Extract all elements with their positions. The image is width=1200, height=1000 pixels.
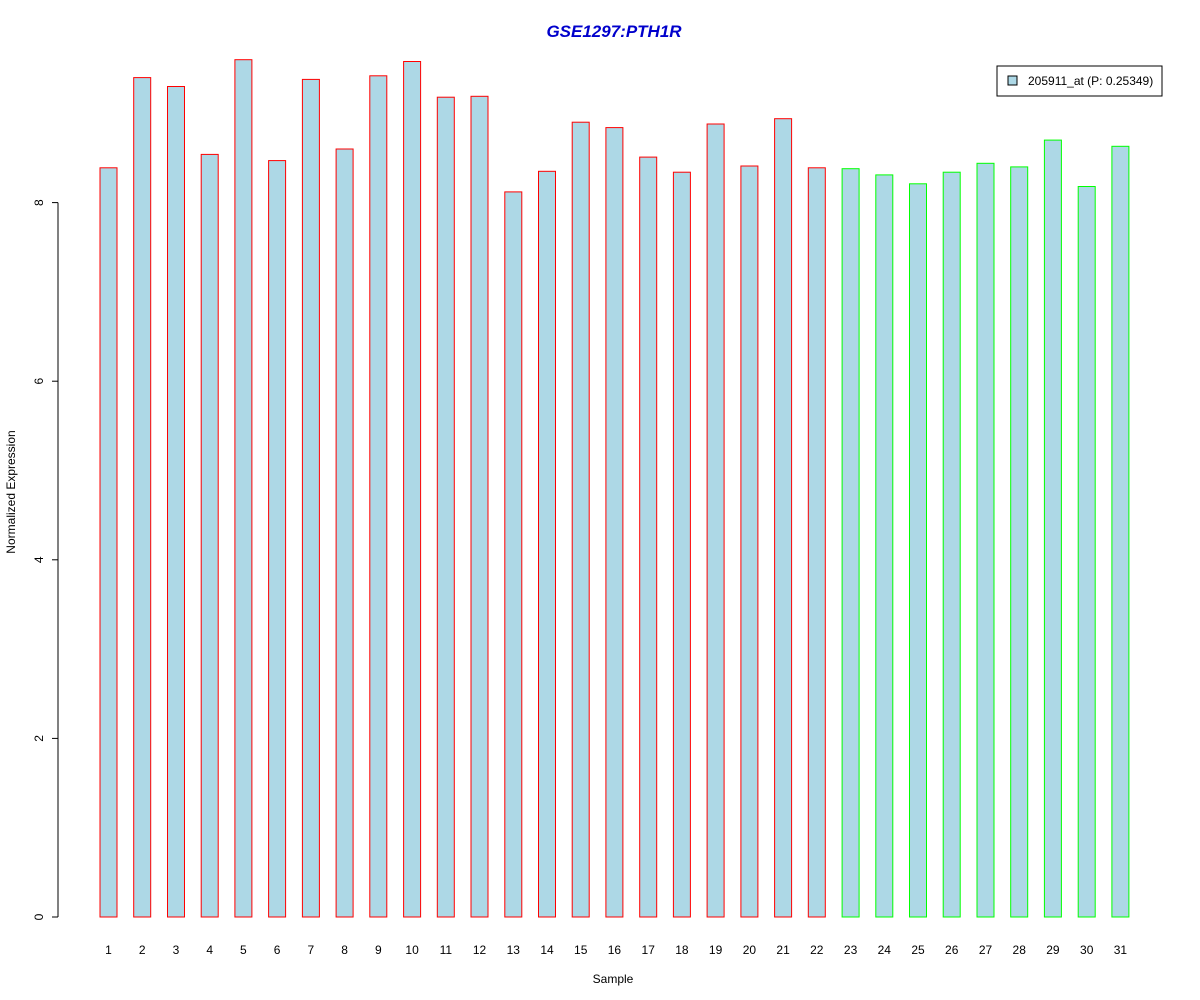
bar-sample-24 — [875, 174, 894, 918]
bar-sample-31 — [1111, 145, 1130, 918]
x-tick-label: 12 — [473, 943, 487, 957]
x-tick-label: 26 — [945, 943, 959, 957]
bar-sample-8 — [335, 148, 354, 918]
chart-title: GSE1297:PTH1R — [546, 22, 682, 41]
bar-sample-27 — [976, 162, 995, 918]
x-tick-label: 23 — [844, 943, 858, 957]
legend-box — [996, 65, 1163, 97]
y-tick-label: 8 — [32, 199, 46, 206]
x-tick-label: 9 — [375, 943, 382, 957]
bar-sample-4 — [200, 153, 219, 918]
x-tick-label: 11 — [440, 943, 453, 957]
x-tick-label: 14 — [540, 943, 554, 957]
x-tick-label: 10 — [405, 943, 419, 957]
bar-sample-16 — [605, 127, 624, 918]
x-tick-label: 1 — [105, 943, 112, 957]
x-tick-label: 17 — [642, 943, 656, 957]
x-tick-label: 31 — [1114, 943, 1128, 957]
x-axis-title: Sample — [593, 972, 634, 986]
bar-sample-5 — [234, 59, 253, 918]
bar-sample-26 — [942, 171, 961, 918]
bar-sample-21 — [774, 118, 793, 918]
bar-sample-23 — [841, 168, 860, 918]
x-tick-label: 29 — [1046, 943, 1060, 957]
x-tick-label: 22 — [810, 943, 824, 957]
x-tick-label: 6 — [274, 943, 281, 957]
bar-sample-14 — [538, 170, 556, 918]
x-tick-label: 24 — [878, 943, 892, 957]
bar-sample-11 — [436, 96, 455, 918]
y-axis: 0 2 4 6 8 — [32, 199, 59, 920]
bar-sample-15 — [571, 121, 590, 918]
x-tick-label: 27 — [979, 943, 993, 957]
bar-sample-30 — [1077, 186, 1096, 918]
bar-sample-2 — [133, 77, 152, 918]
y-tick-label: 0 — [32, 913, 46, 920]
bar-sample-10 — [403, 61, 422, 918]
bar-sample-6 — [268, 160, 287, 918]
y-tick-label: 6 — [32, 378, 46, 385]
x-tick-label: 13 — [507, 943, 521, 957]
bar-sample-29 — [1043, 139, 1062, 918]
x-tick-label: 16 — [608, 943, 622, 957]
x-tick-label: 19 — [709, 943, 723, 957]
bar-sample-22 — [807, 167, 826, 918]
y-tick-label: 2 — [32, 735, 46, 742]
legend: 205911_at (P: 0.25349) — [996, 65, 1163, 97]
bar-sample-7 — [301, 78, 320, 918]
bar-sample-25 — [909, 183, 927, 918]
legend-entry-label: 205911_at (P: 0.25349) — [1028, 74, 1153, 88]
x-tick-label: 28 — [1013, 943, 1027, 957]
x-tick-label: 3 — [173, 943, 180, 957]
x-tick-label: 15 — [574, 943, 588, 957]
x-tick-label: 2 — [139, 943, 146, 957]
y-axis-title: Normalized Expression — [4, 430, 18, 553]
x-tick-label: 5 — [240, 943, 247, 957]
bar-sample-9 — [369, 75, 388, 918]
legend-swatch — [1007, 75, 1018, 86]
x-tick-labels: 1 2 3 4 5 6 7 8 9 10 11 12 13 14 15 16 17 18 19 20 21 22 23 24 2… — [105, 943, 1127, 957]
x-tick-label: 21 — [776, 943, 790, 957]
x-tick-label: 4 — [206, 943, 213, 957]
bar-sample-13 — [504, 191, 523, 918]
x-tick-label: 25 — [911, 943, 925, 957]
x-tick-label: 8 — [341, 943, 348, 957]
y-tick-label: 4 — [32, 556, 46, 563]
x-tick-label: 30 — [1080, 943, 1094, 957]
bar-sample-17 — [639, 156, 658, 918]
bar-sample-12 — [470, 95, 489, 918]
x-tick-label: 20 — [743, 943, 757, 957]
x-tick-label: 18 — [675, 943, 689, 957]
bar-sample-3 — [167, 86, 185, 918]
bar-sample-18 — [672, 171, 691, 918]
bar-sample-1 — [99, 167, 118, 918]
bar-sample-20 — [740, 165, 759, 918]
x-tick-label: 7 — [308, 943, 315, 957]
bar-sample-28 — [1010, 166, 1029, 918]
bar-sample-19 — [706, 123, 725, 918]
bars-group — [99, 59, 1130, 918]
